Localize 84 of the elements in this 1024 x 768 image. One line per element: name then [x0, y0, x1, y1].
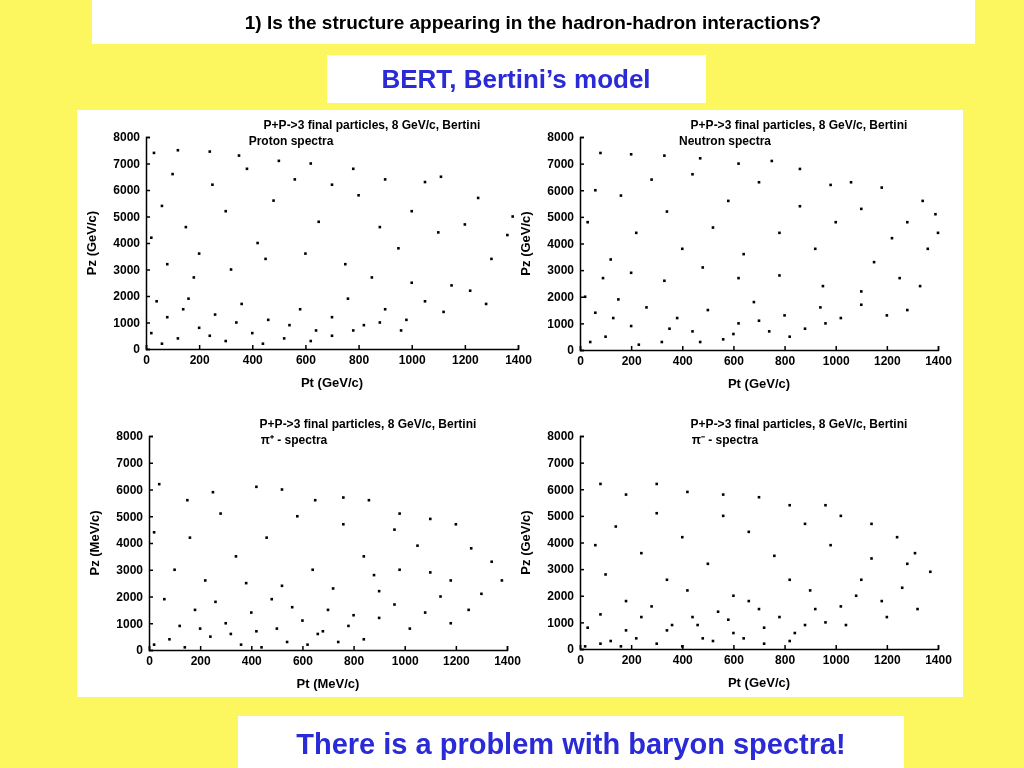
y-tick-label: 7000 [547, 156, 575, 171]
chart-subtitle: Neutron spectra [678, 134, 772, 148]
y-tick-label: 2000 [547, 589, 575, 604]
y-tick-label: 3000 [547, 263, 575, 278]
y-tick-label: 1000 [113, 315, 141, 330]
x-tick-label: 600 [723, 353, 745, 368]
chart-subtitle: π⁻ - spectra [691, 433, 759, 447]
y-tick-label: 6000 [547, 183, 575, 198]
y-tick-label: 5000 [116, 509, 144, 524]
x-tick-label: 1200 [874, 652, 902, 667]
y-tick-label: 2000 [113, 289, 141, 304]
x-tick-label: 200 [190, 653, 211, 668]
x-tick-label: 600 [295, 352, 317, 367]
chart-title: P+P->3 final particles, 8 GeV/c, Bertini [259, 417, 477, 431]
chart-title: P+P->3 final particles, 8 GeV/c, Bertini [690, 118, 908, 132]
x-tick-label: 1000 [398, 352, 426, 367]
chart-title: P+P->3 final particles, 8 GeV/c, Bertini [263, 118, 481, 132]
x-tick-label: 800 [344, 653, 365, 668]
x-tick-label: 1400 [925, 353, 953, 368]
y-tick-label: 1000 [116, 616, 144, 631]
y-tick-label: 4000 [116, 536, 144, 551]
y-tick-label: 4000 [547, 535, 575, 550]
chart-title: P+P->3 final particles, 8 GeV/c, Bertini [690, 417, 908, 431]
x-tick-label: 0 [577, 652, 585, 667]
text: There is a problem with baryon spectra! [296, 728, 846, 760]
y-tick-label: 1000 [547, 615, 575, 630]
y-tick-label: 0 [567, 642, 575, 657]
x-tick-label: 1200 [452, 352, 480, 367]
x-axis-title: Pt (MeV/c) [296, 676, 360, 691]
chart-subtitle: Proton spectra [248, 134, 334, 148]
y-tick-label: 6000 [547, 482, 575, 497]
y-tick-label: 6000 [113, 183, 141, 198]
x-tick-label: 400 [672, 353, 694, 368]
y-tick-label: 1000 [547, 316, 575, 331]
y-tick-label: 3000 [113, 262, 141, 277]
y-tick-label: 7000 [113, 156, 141, 171]
y-tick-label: 5000 [547, 509, 575, 524]
x-tick-label: 200 [621, 652, 642, 667]
y-tick-label: 6000 [116, 482, 144, 497]
y-tick-label: 3000 [116, 563, 144, 578]
x-tick-label: 0 [577, 353, 585, 368]
x-tick-label: 400 [242, 352, 264, 367]
y-tick-label: 8000 [547, 130, 575, 145]
x-tick-label: 800 [775, 652, 796, 667]
y-axis-title: Pz (MeV/c) [87, 510, 102, 576]
text: 1) Is the structure appearing in the hadron-hadron interactions? [244, 12, 822, 33]
x-axis-title: Pt (GeV/c) [300, 375, 364, 390]
y-tick-label: 2000 [116, 589, 144, 604]
x-tick-label: 200 [621, 353, 642, 368]
y-tick-label: 0 [133, 342, 141, 357]
x-tick-label: 1200 [874, 353, 902, 368]
y-tick-label: 8000 [113, 130, 141, 145]
y-tick-label: 3000 [547, 562, 575, 577]
y-tick-label: 8000 [547, 429, 575, 444]
x-tick-label: 1000 [822, 652, 850, 667]
x-tick-label: 1400 [494, 653, 522, 668]
x-tick-label: 400 [241, 653, 263, 668]
x-tick-label: 600 [723, 652, 745, 667]
y-tick-label: 8000 [116, 429, 144, 444]
text: BERT, Bertini’s model [381, 64, 651, 94]
y-axis-title: Pz (GeV/c) [84, 210, 99, 276]
x-tick-label: 1000 [822, 353, 850, 368]
chart-subtitle: π⁺ - spectra [260, 433, 328, 447]
x-tick-label: 800 [775, 353, 796, 368]
y-tick-label: 5000 [113, 209, 141, 224]
y-tick-label: 4000 [113, 236, 141, 251]
x-tick-label: 800 [349, 352, 370, 367]
y-axis-title: Pz (GeV/c) [518, 510, 533, 575]
y-tick-label: 4000 [547, 236, 575, 251]
x-tick-label: 200 [189, 352, 210, 367]
y-tick-label: 2000 [547, 290, 575, 305]
x-tick-label: 0 [146, 653, 154, 668]
x-tick-label: 1200 [443, 653, 471, 668]
x-tick-label: 400 [672, 652, 694, 667]
x-axis-title: Pt (GeV/c) [727, 675, 791, 690]
x-tick-label: 1400 [925, 652, 953, 667]
x-tick-label: 1400 [505, 352, 533, 367]
y-axis-title: Pz (GeV/c) [518, 211, 533, 276]
x-axis-title: Pt (GeV/c) [727, 376, 791, 391]
x-tick-label: 600 [292, 653, 314, 668]
x-tick-label: 1000 [391, 653, 419, 668]
y-tick-label: 7000 [547, 455, 575, 470]
y-tick-label: 7000 [116, 456, 144, 471]
y-tick-label: 5000 [547, 210, 575, 225]
